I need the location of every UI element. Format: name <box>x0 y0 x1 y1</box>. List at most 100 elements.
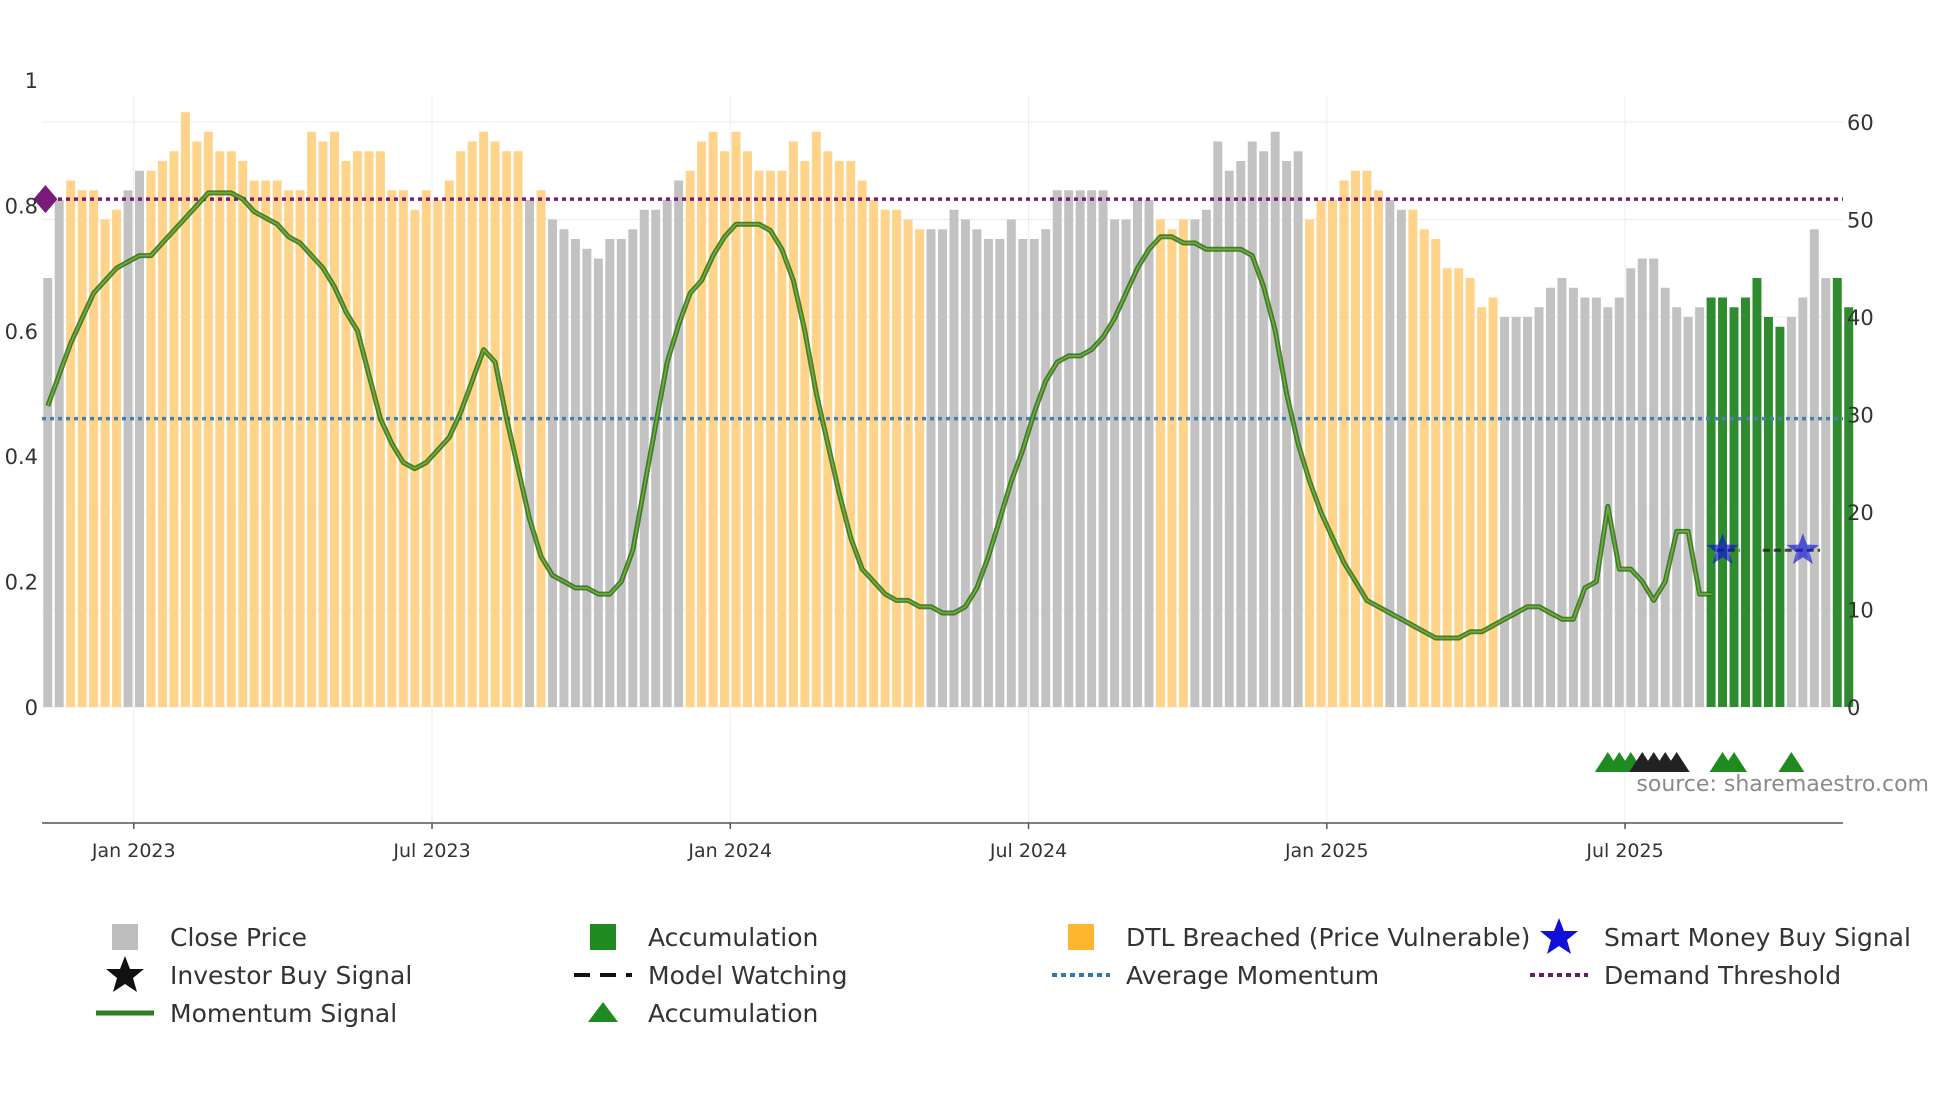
left-tick-label: 0.2 <box>5 571 38 595</box>
bar-gray <box>1809 229 1819 707</box>
bar-gray <box>1247 141 1257 707</box>
bar-green <box>1718 297 1728 707</box>
bar-green <box>1729 307 1739 707</box>
bar-orange <box>800 161 810 707</box>
x-tick-label: Jul 2025 <box>1585 840 1663 862</box>
bar-orange <box>341 161 351 707</box>
bar-gray <box>1236 161 1246 707</box>
bar-gray <box>1523 317 1533 707</box>
accumulation-triangle <box>1721 752 1748 772</box>
bar-gray <box>1282 161 1292 707</box>
bar-gray <box>1683 317 1693 707</box>
bar-gray <box>960 219 970 707</box>
bar-orange <box>1442 268 1452 707</box>
bar-orange <box>261 180 271 707</box>
bar-orange <box>387 190 397 707</box>
bar-gray <box>605 239 615 707</box>
bar-orange <box>157 161 167 707</box>
bar-gray <box>1637 258 1647 707</box>
bar-orange <box>66 180 76 707</box>
momentum-series <box>45 190 1712 641</box>
bar-orange <box>731 131 741 707</box>
bar-orange <box>490 141 500 707</box>
legend-smart-money-label: Smart Money Buy Signal <box>1604 922 1911 952</box>
investor-buy-triangle <box>1663 752 1690 772</box>
bar-gray <box>525 200 535 707</box>
bar-orange <box>1362 170 1372 707</box>
bar-orange <box>880 209 890 707</box>
bar-gray <box>548 219 557 707</box>
bar-gray <box>1213 141 1223 707</box>
bar-gray <box>1018 239 1028 707</box>
bar-gray <box>123 190 133 707</box>
bar-orange <box>846 161 856 707</box>
green-square-icon <box>590 924 616 950</box>
bar-orange <box>77 190 87 707</box>
bar-orange <box>869 200 879 707</box>
legend-average-momentum-label: Average Momentum <box>1126 960 1380 990</box>
bar-orange <box>352 151 362 707</box>
bar-gray <box>1660 287 1670 707</box>
right-tick-label: 60 <box>1847 111 1874 135</box>
bar-gray <box>1649 258 1659 707</box>
bar-gray <box>1591 297 1601 707</box>
bar-orange <box>238 161 248 707</box>
bar-green <box>1844 307 1854 707</box>
bar-orange <box>330 131 339 707</box>
right-tick-label: 30 <box>1847 404 1874 428</box>
bar-orange <box>89 190 99 707</box>
bar-green <box>1832 278 1842 707</box>
bar-gray <box>1580 297 1590 707</box>
bar-orange <box>513 151 523 707</box>
legend-dtl-breached: DTL Breached (Price Vulnerable) <box>1046 920 1530 954</box>
bar-orange <box>1305 219 1315 707</box>
bar-gray <box>651 209 661 707</box>
bar-gray <box>972 229 982 707</box>
bar-orange <box>272 180 282 707</box>
legend-investor-buy-label: Investor Buy Signal <box>170 960 413 990</box>
bar-gray <box>1041 229 1051 707</box>
legend-close-price: Close Price <box>90 920 307 954</box>
legend-accumulation-bar-label: Accumulation <box>648 922 819 952</box>
left-tick-label: 1 <box>25 69 38 93</box>
bar-orange <box>903 219 913 707</box>
bar-orange <box>226 151 236 707</box>
bar-orange <box>777 170 787 707</box>
bar-orange <box>1431 239 1441 707</box>
dotted-purple-line-icon <box>1530 973 1588 977</box>
bar-orange <box>1465 278 1475 707</box>
bar-orange <box>284 190 294 707</box>
bar-orange <box>398 190 408 707</box>
bar-gray <box>1075 190 1085 707</box>
bar-orange <box>1477 307 1487 707</box>
bar-orange <box>811 131 821 707</box>
bar-green <box>1706 297 1716 707</box>
bar-gray <box>1786 317 1796 707</box>
bar-green <box>1741 297 1750 707</box>
bar-green <box>1752 278 1762 707</box>
bar-gray <box>1695 307 1705 707</box>
bar-gray <box>1293 151 1303 707</box>
bar-orange <box>375 151 385 707</box>
bar-orange <box>1328 200 1337 707</box>
bar-orange <box>697 141 707 707</box>
x-tick-label: Jan 2025 <box>1284 840 1369 862</box>
bar-gray <box>1546 287 1555 707</box>
bar-gray <box>1064 190 1074 707</box>
bar-orange <box>444 180 454 707</box>
bar-orange <box>1316 200 1326 707</box>
legend-momentum-signal-label: Momentum Signal <box>170 998 398 1028</box>
bar-gray <box>1052 190 1062 707</box>
threshold-diamond-marker <box>33 185 58 214</box>
bar-orange <box>1167 229 1177 707</box>
bar-green <box>1775 326 1785 707</box>
bar-orange <box>467 141 477 707</box>
bar-gray <box>949 209 959 707</box>
bar-orange <box>410 209 420 707</box>
bar-orange <box>112 209 122 707</box>
x-tick-label: Jan 2023 <box>91 840 176 862</box>
green-triangle-icon <box>588 1002 618 1022</box>
legend-model-watching-label: Model Watching <box>648 960 848 990</box>
bar-gray <box>1511 317 1521 707</box>
